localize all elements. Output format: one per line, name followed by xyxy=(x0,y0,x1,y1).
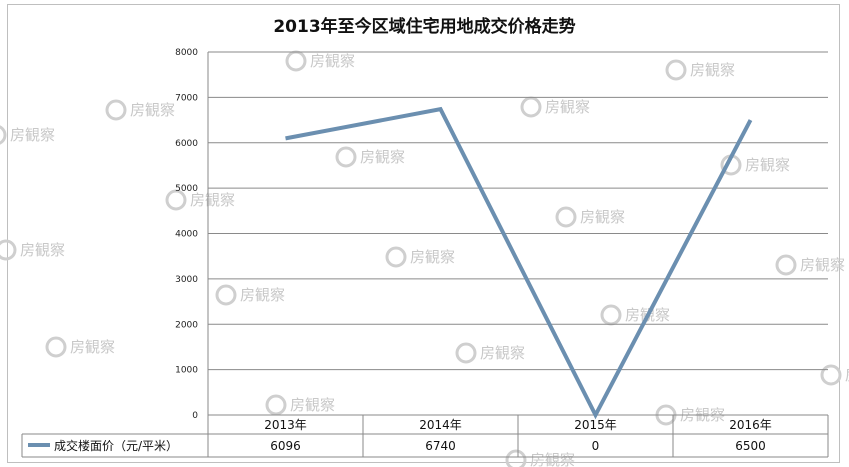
watermark-logo-icon: 房観察 xyxy=(665,59,735,81)
table-value-cell: 6740 xyxy=(425,439,456,453)
x-category-label: 2016年 xyxy=(729,418,772,432)
svg-text:房観察: 房観察 xyxy=(800,256,845,274)
y-gridlines xyxy=(207,51,828,416)
svg-text:房観察: 房観察 xyxy=(70,338,115,356)
watermark-logo-icon: 房観察 xyxy=(520,96,590,118)
y-tick-label: 3000 xyxy=(175,275,198,285)
watermark-logo-icon: 房観察 xyxy=(105,99,175,121)
y-tick-label: 4000 xyxy=(175,230,198,240)
svg-text:房観察: 房観察 xyxy=(410,248,455,266)
watermark-logo-icon: 房観察 xyxy=(165,189,235,211)
data-table: 2013年 2014年 2015年 2016年 6096 6740 0 6500 成交楼面价（元… xyxy=(21,415,829,458)
watermark-logo-icon: 房観察 xyxy=(820,364,849,386)
watermark-logo-icon: 房観察 xyxy=(385,246,455,268)
svg-text:房観察: 房観察 xyxy=(290,396,335,414)
svg-text:房観察: 房観察 xyxy=(845,366,849,384)
series-line xyxy=(285,106,753,420)
series-layer xyxy=(285,106,753,420)
table-value-cell: 6500 xyxy=(735,439,766,453)
y-tick-label: 0 xyxy=(192,411,198,421)
watermark-logo-icon: 房観察 xyxy=(215,284,285,306)
table-value-cell: 6096 xyxy=(270,439,301,453)
x-category-label: 2015年 xyxy=(574,418,617,432)
watermark-logo-icon: 房観察 xyxy=(600,304,670,326)
y-tick-label: 7000 xyxy=(175,93,198,103)
svg-text:房観察: 房観察 xyxy=(310,52,355,70)
watermark-logo-icon: 房観察 xyxy=(0,125,55,145)
watermark-logo-icon: 房観察 xyxy=(505,449,575,467)
svg-text:房観察: 房観察 xyxy=(240,286,285,304)
y-tick-label: 5000 xyxy=(175,184,198,194)
svg-text:房観察: 房観察 xyxy=(10,126,55,144)
svg-text:房観察: 房観察 xyxy=(530,451,575,467)
svg-text:房観察: 房観察 xyxy=(360,148,405,166)
svg-text:房観察: 房観察 xyxy=(745,156,790,174)
watermark-logo-icon: 房観察 xyxy=(555,206,625,228)
y-axis-ticks: 0 1000 2000 3000 4000 5000 6000 7000 8000 xyxy=(175,48,198,421)
svg-text:房観察: 房観察 xyxy=(545,98,590,116)
watermark-logo-icon: 房観察 xyxy=(775,254,845,276)
legend-label: 成交楼面价（元/平米） xyxy=(54,438,178,453)
chart-title: 2013年至今区域住宅用地成交价格走势 xyxy=(273,17,576,37)
svg-text:房観察: 房観察 xyxy=(580,208,625,226)
y-tick-label: 6000 xyxy=(175,139,198,149)
x-category-label: 2013年 xyxy=(264,418,307,432)
watermark-logo-icon: 房観察 xyxy=(265,394,335,416)
svg-text:房観察: 房観察 xyxy=(690,61,735,79)
x-category-label: 2014年 xyxy=(419,418,462,432)
watermark-logo-icon: 房観察 xyxy=(335,146,405,168)
svg-text:房観察: 房観察 xyxy=(480,344,525,362)
watermark-logo-icon: 房観察 xyxy=(45,336,115,358)
svg-text:房観察: 房観察 xyxy=(20,241,65,259)
svg-text:房観察: 房観察 xyxy=(130,101,175,119)
y-tick-label: 8000 xyxy=(175,48,198,58)
svg-text:房観察: 房観察 xyxy=(190,191,235,209)
table-value-cell: 0 xyxy=(592,439,600,453)
watermark-logo-icon: 房観察 xyxy=(0,239,65,261)
y-tick-label: 2000 xyxy=(175,320,198,330)
watermark-logo-icon: 房観察 xyxy=(455,342,525,364)
y-tick-label: 1000 xyxy=(175,366,198,376)
watermark-logo-icon: 房観察 xyxy=(285,50,355,72)
